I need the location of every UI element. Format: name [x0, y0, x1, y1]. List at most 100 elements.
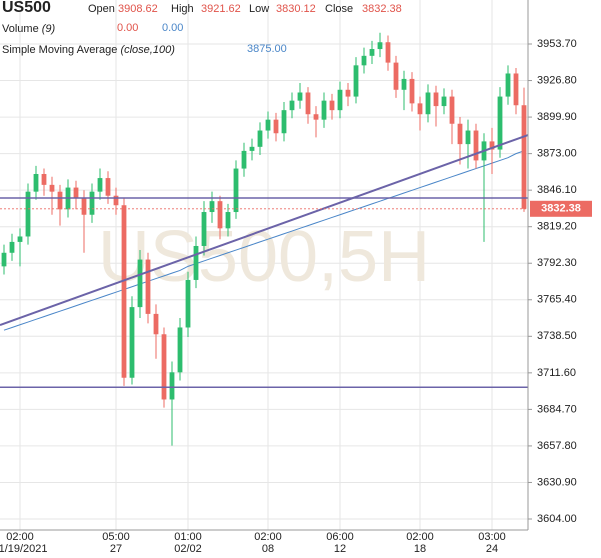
- x-tick-label: 06:00: [326, 531, 354, 543]
- candle-body: [449, 96, 455, 124]
- candle-body: [233, 168, 239, 213]
- candle-body: [1, 252, 7, 267]
- candle-body: [497, 96, 503, 150]
- y-tick-label: 3604.00: [537, 513, 577, 525]
- x-date-label: 01/19/2021: [0, 543, 48, 555]
- candle-body: [433, 92, 439, 107]
- x-date-label: 24: [486, 543, 498, 555]
- candle-body: [417, 103, 423, 115]
- candle-body: [273, 119, 279, 134]
- candle-body: [305, 92, 311, 115]
- candle-body: [345, 89, 351, 97]
- candle-body: [153, 313, 159, 335]
- volume-label: Volume (9): [2, 23, 56, 35]
- candle-body: [393, 62, 399, 90]
- x-tick-label: 02:00: [254, 531, 282, 543]
- volume-value: 0.00: [162, 22, 183, 34]
- volume-name: Volume: [2, 23, 39, 35]
- candle-body: [105, 178, 111, 196]
- y-tick-label: 3899.90: [537, 111, 577, 123]
- price-tag-label: 3832.38: [541, 203, 581, 215]
- high-label: High: [171, 3, 194, 15]
- candle-body: [225, 212, 231, 229]
- close-value: 3832.38: [362, 3, 402, 15]
- x-date-label: 27: [110, 543, 122, 555]
- y-tick-label: 3953.70: [537, 38, 577, 50]
- candle-body: [401, 78, 407, 90]
- candle-body: [137, 259, 143, 308]
- candle-body: [369, 49, 375, 56]
- y-tick-label: 3711.60: [537, 367, 576, 379]
- candle-body: [465, 130, 471, 145]
- candle-body: [457, 123, 463, 145]
- candle-body: [249, 146, 255, 151]
- candle-body: [361, 55, 367, 66]
- candle-body: [89, 191, 95, 215]
- x-date-label: 18: [414, 543, 426, 555]
- candle-body: [377, 42, 383, 50]
- y-tick-label: 3873.00: [537, 148, 577, 160]
- price-tag: [530, 200, 592, 217]
- candle-body: [201, 212, 207, 246]
- candle-body: [217, 201, 223, 229]
- x-tick-label: 02:00: [6, 531, 34, 543]
- y-tick-label: 3684.70: [537, 403, 577, 415]
- candle-body: [49, 184, 55, 192]
- candle-body: [9, 241, 15, 253]
- candle-body: [241, 150, 247, 169]
- y-tick-label: 3765.40: [537, 294, 577, 306]
- candle-body: [289, 100, 295, 111]
- candle-body: [177, 327, 183, 373]
- candle-body: [121, 205, 127, 378]
- candle-body: [145, 259, 151, 314]
- x-tick-label: 03:00: [478, 531, 506, 543]
- y-tick-label: 3630.90: [537, 476, 577, 488]
- candle-body: [313, 114, 319, 120]
- candle-body: [25, 191, 31, 237]
- x-date-label: 08: [262, 543, 274, 555]
- candle-body: [161, 334, 167, 400]
- candle-body: [97, 178, 103, 192]
- candle-body: [337, 89, 343, 111]
- candle-body: [57, 191, 63, 210]
- sma-value: 3875.00: [247, 43, 287, 55]
- candle-body: [321, 100, 327, 120]
- y-tick-label: 3926.80: [537, 74, 577, 86]
- y-tick-label: 3738.50: [537, 330, 577, 342]
- candle-body: [297, 92, 303, 101]
- close-label: Close: [325, 3, 353, 15]
- plot: [0, 32, 529, 446]
- candle-body: [41, 173, 47, 185]
- candle-body: [113, 195, 119, 206]
- x-date-label: 02/02: [174, 543, 202, 555]
- sma-label: Simple Moving Average (close,100): [2, 44, 175, 56]
- open-label: Open: [88, 3, 115, 15]
- symbol: US500: [2, 0, 51, 16]
- candle-body: [209, 201, 215, 213]
- candle-body: [17, 236, 23, 242]
- candle-body: [81, 198, 87, 215]
- candle-body: [73, 187, 79, 199]
- x-tick-label: 01:00: [174, 531, 202, 543]
- candle-body: [169, 372, 175, 400]
- low-label: Low: [249, 3, 269, 15]
- candle-body: [265, 119, 271, 131]
- candle-body: [193, 245, 199, 280]
- sma-param: (close,100): [120, 44, 175, 56]
- candle-body: [33, 173, 39, 192]
- x-date-label: 12: [334, 543, 346, 555]
- y-tick-label: 3846.10: [537, 184, 577, 196]
- x-tick-label: 05:00: [102, 531, 130, 543]
- sma-name: Simple Moving Average: [2, 44, 117, 56]
- y-tick-label: 3657.80: [537, 440, 577, 452]
- sma-line: [3, 150, 525, 331]
- candle-body: [185, 279, 191, 328]
- candle-body: [473, 130, 479, 161]
- candle-body: [489, 141, 495, 150]
- candle-body: [281, 110, 287, 134]
- candle-body: [329, 100, 335, 111]
- candle-body: [353, 65, 359, 97]
- candle-body: [425, 92, 431, 115]
- candle-body: [257, 130, 263, 147]
